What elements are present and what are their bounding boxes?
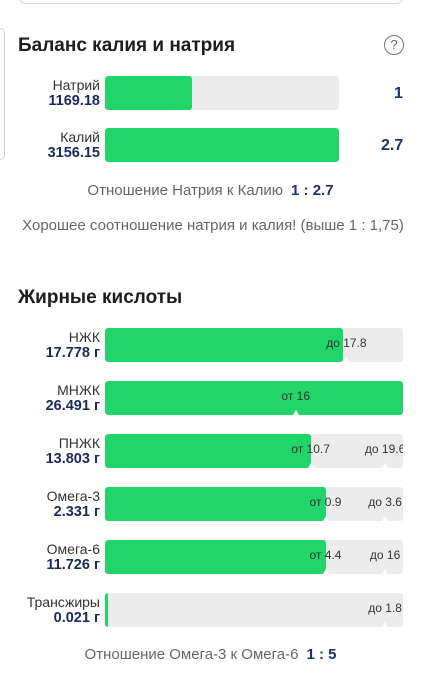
omega-6-name: Омега-6 xyxy=(46,541,100,557)
mnzhk-label: МНЖК 26.491 г xyxy=(4,382,100,414)
pnzhk-name: ПНЖК xyxy=(58,435,100,451)
mnzhk-bar: от 16 xyxy=(105,381,403,415)
omega-ratio: Отношение Омега-3 к Омега-6 1 : 5 xyxy=(0,646,421,663)
marker-tick-icon xyxy=(382,463,389,468)
marker-tick-icon xyxy=(322,569,329,574)
section-title-fatty-acids: Жирные кислоты xyxy=(18,287,183,308)
omega-6-max-marker: до 16 xyxy=(361,540,403,574)
nzhk-label: НЖК 17.778 г xyxy=(4,329,100,361)
mnzhk-min-marker: от 16 xyxy=(272,381,320,415)
omega-3-min-label: от 0.9 xyxy=(309,495,342,509)
ratio-label: Отношение Натрия к Калию xyxy=(87,182,284,199)
mnzhk-bar-fill xyxy=(105,381,403,415)
potassium-label: Калий 3156.15 xyxy=(4,129,100,161)
potassium-bar xyxy=(105,128,339,162)
question-circle-icon[interactable]: ? xyxy=(384,35,404,55)
trans-fats-bar: до 1.8 xyxy=(105,593,403,627)
nzhk-bar: до 17.8 xyxy=(105,328,403,362)
marker-tick-icon xyxy=(307,463,314,468)
previous-card-edge xyxy=(18,0,404,4)
trans-fats-max-marker: до 1.8 xyxy=(361,593,403,627)
omega-3-min-marker: от 0.9 xyxy=(302,487,350,521)
omega-6-value: 11.726 г xyxy=(46,557,100,573)
pnzhk-bar: от 10.7 до 19.6 xyxy=(105,434,403,468)
nzhk-value: 17.778 г xyxy=(45,345,100,361)
omega-6-bar-fill xyxy=(105,540,326,574)
omega-3-value: 2.331 г xyxy=(53,504,100,520)
sodium-value: 1169.18 xyxy=(48,93,100,109)
sodium-potassium-ratio: Отношение Натрия к Калию 1 : 2.7 xyxy=(0,182,421,199)
omega-3-max-marker: до 3.6 xyxy=(361,487,403,521)
omega-6-bar: от 4.4 до 16 xyxy=(105,540,403,574)
marker-tick-icon xyxy=(382,516,389,521)
potassium-name: Калий xyxy=(60,129,100,145)
nzhk-bar-fill xyxy=(105,328,344,362)
pnzhk-max-marker: до 19.6 xyxy=(361,434,403,468)
mnzhk-name: МНЖК xyxy=(57,382,100,398)
marker-tick-icon xyxy=(322,516,329,521)
pnzhk-label: ПНЖК 13.803 г xyxy=(4,435,100,467)
section-title-potassium-sodium: Баланс калия и натрия xyxy=(18,35,236,56)
omega-3-bar-fill xyxy=(105,487,326,521)
omega-ratio-label: Отношение Омега-3 к Омега-6 xyxy=(84,646,299,663)
potassium-ratio-part: 2.7 xyxy=(381,137,404,154)
omega-6-min-label: от 4.4 xyxy=(309,548,342,562)
sodium-name: Натрий xyxy=(52,77,100,93)
sodium-label: Натрий 1169.18 xyxy=(4,77,100,109)
omega-6-min-marker: от 4.4 xyxy=(302,540,350,574)
omega-3-bar: от 0.9 до 3.6 xyxy=(105,487,403,521)
nzhk-max-label: до 17.8 xyxy=(326,336,367,350)
pnzhk-min-label: от 10.7 xyxy=(291,442,330,456)
ratio-value: 1 : 2.7 xyxy=(291,182,334,199)
pnzhk-min-marker: от 10.7 xyxy=(287,434,335,468)
omega-3-label: Омега-3 2.331 г xyxy=(4,488,100,520)
pnzhk-max-label: до 19.6 xyxy=(364,442,403,456)
nzhk-max-marker: до 17.8 xyxy=(322,328,370,362)
pnzhk-bar-fill xyxy=(105,434,311,468)
trans-fats-bar-fill xyxy=(105,593,108,627)
mnzhk-value: 26.491 г xyxy=(45,398,100,414)
nzhk-name: НЖК xyxy=(68,329,100,345)
pnzhk-value: 13.803 г xyxy=(45,451,100,467)
omega-3-max-label: до 3.6 xyxy=(368,495,402,509)
sodium-bar xyxy=(105,76,339,110)
sodium-bar-fill xyxy=(105,76,192,110)
marker-tick-icon xyxy=(382,622,389,627)
potassium-bar-fill xyxy=(105,128,339,162)
omega-6-label: Омега-6 11.726 г xyxy=(4,541,100,573)
mnzhk-min-label: от 16 xyxy=(281,389,311,403)
potassium-value: 3156.15 xyxy=(47,145,100,161)
omega-ratio-value: 1 : 5 xyxy=(306,646,337,663)
omega-6-max-label: до 16 xyxy=(369,548,401,562)
sodium-ratio-part: 1 xyxy=(394,85,403,102)
marker-tick-icon xyxy=(382,569,389,574)
marker-tick-icon xyxy=(343,357,350,362)
marker-tick-icon xyxy=(292,410,299,415)
trans-fats-value: 0.021 г xyxy=(53,610,100,626)
trans-fats-max-label: до 1.8 xyxy=(368,601,402,615)
trans-fats-label: Трансжиры 0.021 г xyxy=(4,594,100,626)
omega-3-name: Омега-3 xyxy=(46,488,100,504)
trans-fats-name: Трансжиры xyxy=(26,594,100,610)
ratio-note: Хорошее соотношение натрия и калия! (выш… xyxy=(22,217,404,234)
